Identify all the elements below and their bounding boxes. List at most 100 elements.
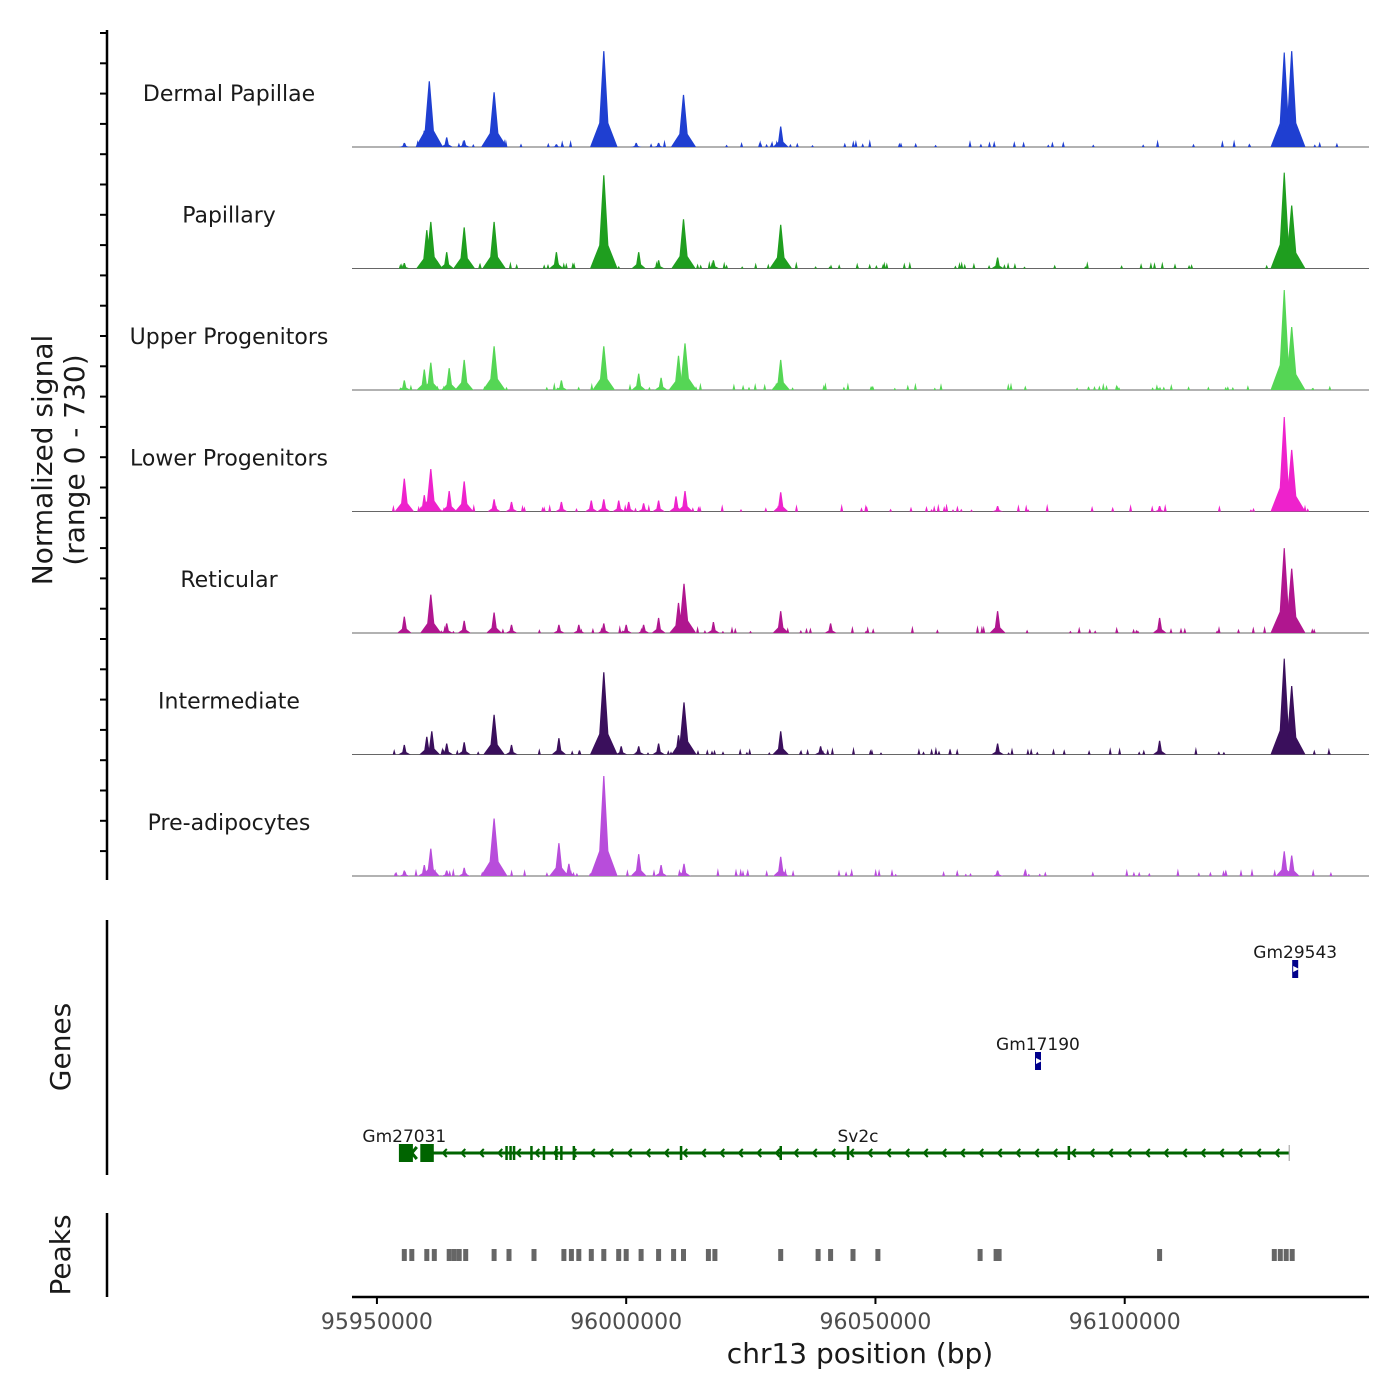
signal-peak — [771, 359, 791, 390]
noise-bump — [870, 749, 874, 755]
exon — [542, 1146, 546, 1160]
exon — [779, 1146, 782, 1160]
signal-peak — [637, 503, 650, 512]
signal-peak — [773, 492, 789, 512]
noise-bump — [894, 873, 898, 876]
signal-peak — [652, 743, 665, 755]
noise-bump — [618, 625, 622, 633]
signal-peak — [1270, 548, 1298, 633]
noise-bump — [1108, 747, 1112, 755]
noise-bump — [1026, 748, 1030, 755]
signal-peak — [1270, 658, 1298, 755]
signal-peak — [555, 501, 568, 512]
noise-bump — [922, 751, 925, 755]
noise-bump — [1160, 261, 1164, 269]
noise-bump — [746, 868, 750, 876]
signal-peak — [440, 743, 454, 755]
noise-bump — [963, 263, 967, 269]
strand-arrow — [774, 1148, 781, 1158]
peak-region — [850, 1249, 856, 1261]
track-reticular: Reticular — [180, 548, 1369, 634]
noise-bump — [846, 382, 850, 390]
signal-peak — [421, 848, 440, 876]
signal-peak — [814, 746, 827, 755]
noise-bump — [1043, 871, 1047, 876]
signal-peak — [562, 863, 576, 876]
noise-bump — [537, 748, 541, 755]
signal-peak — [991, 743, 1004, 755]
signal-peak — [673, 343, 697, 390]
noise-bump — [1249, 509, 1253, 512]
signal-peak — [773, 856, 789, 876]
noise-bump — [837, 869, 841, 876]
noise-bump — [992, 140, 996, 147]
peak-region — [638, 1249, 644, 1261]
peak-region — [616, 1249, 622, 1261]
noise-bump — [649, 143, 653, 147]
signal-peak — [419, 221, 443, 269]
noise-bump — [1075, 387, 1079, 390]
noise-bump — [1246, 385, 1250, 390]
noise-bump — [808, 627, 812, 633]
signal-peak — [458, 140, 470, 147]
noise-bump — [1162, 386, 1166, 390]
exon — [512, 1146, 516, 1160]
noise-bump — [1009, 387, 1013, 390]
noise-bump — [958, 262, 961, 269]
noise-bump — [909, 506, 913, 512]
noise-bump — [392, 749, 396, 755]
exon — [398, 1144, 413, 1162]
noise-bump — [1052, 748, 1055, 755]
noise-bump — [942, 505, 946, 512]
noise-bump — [937, 750, 941, 755]
gene-label: Gm17190 — [996, 1035, 1080, 1055]
noise-bump — [394, 871, 398, 876]
track-label: Pre-adipocytes — [148, 811, 311, 836]
noise-bump — [980, 625, 984, 633]
noise-bump — [908, 261, 912, 269]
signal-peak — [1152, 617, 1167, 633]
signal-peak — [584, 500, 598, 512]
noise-bump — [617, 265, 621, 269]
noise-bump — [508, 261, 512, 269]
strand-arrow — [607, 1148, 615, 1158]
noise-bump — [830, 747, 834, 755]
strand-arrow — [977, 1148, 985, 1158]
noise-bump — [1118, 747, 1122, 755]
noise-bump — [510, 869, 514, 876]
noise-bump — [1250, 868, 1254, 876]
noise-bump — [1093, 630, 1097, 633]
noise-bump — [1136, 630, 1140, 633]
exon — [679, 1146, 683, 1160]
noise-bump — [1132, 628, 1136, 633]
noise-bump — [1120, 265, 1124, 269]
noise-bump — [976, 625, 979, 633]
noise-bump — [791, 387, 795, 390]
noise-bump — [1149, 262, 1153, 269]
noise-bump — [1027, 873, 1031, 876]
signal-peak — [1283, 855, 1300, 876]
noise-bump — [765, 143, 769, 147]
noise-bump — [733, 627, 737, 633]
noise-bump — [1013, 263, 1017, 269]
signal-peak — [652, 500, 665, 512]
track-intermediate: Intermediate — [158, 658, 1369, 755]
gene-label: Gm29543 — [1253, 943, 1337, 963]
noise-bump — [478, 262, 482, 269]
signal-peak — [505, 744, 518, 755]
signal-peak — [653, 142, 664, 147]
strand-arrow — [1181, 1148, 1188, 1158]
noise-bump — [871, 628, 875, 633]
noise-bump — [874, 265, 878, 269]
signal-peak — [671, 219, 696, 269]
signal-peak — [669, 602, 688, 633]
noise-bump — [879, 752, 883, 755]
strand-arrow — [1218, 1148, 1225, 1158]
noise-bump — [1311, 869, 1315, 876]
strand-arrow — [441, 1148, 448, 1158]
strand-arrow — [959, 1148, 966, 1158]
noise-bump — [561, 143, 565, 147]
noise-bump — [933, 387, 937, 390]
noise-bump — [1035, 751, 1039, 755]
exon — [505, 1146, 508, 1160]
